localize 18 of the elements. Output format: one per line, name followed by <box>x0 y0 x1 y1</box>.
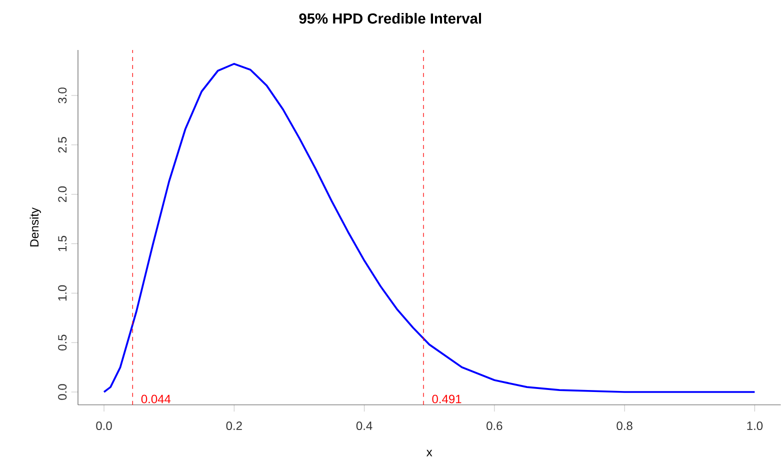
y-axis-title: Density <box>30 208 41 247</box>
y-tick-label: 0.0 <box>58 384 67 400</box>
y-tick-label: 3.0 <box>58 88 67 104</box>
x-tick-label: 0.8 <box>616 422 632 430</box>
x-tick-label: 0.4 <box>356 422 372 430</box>
x-tick-label: 0.2 <box>226 422 242 430</box>
x-tick-label: 0.0 <box>96 422 112 430</box>
y-tick-label: 1.0 <box>58 285 67 301</box>
chart-title: 95% HPD Credible Interval <box>299 13 482 24</box>
y-tick-label: 2.5 <box>58 137 67 153</box>
ref-line-label: 0.044 <box>141 394 171 404</box>
ref-line-label: 0.491 <box>432 394 462 404</box>
x-tick-label: 1.0 <box>747 422 763 430</box>
y-tick-label: 1.5 <box>58 236 67 252</box>
y-tick-label: 0.5 <box>58 334 67 351</box>
x-tick-label: 0.6 <box>486 422 502 430</box>
x-axis-title: x <box>426 450 432 456</box>
y-tick-label: 2.0 <box>58 186 67 202</box>
